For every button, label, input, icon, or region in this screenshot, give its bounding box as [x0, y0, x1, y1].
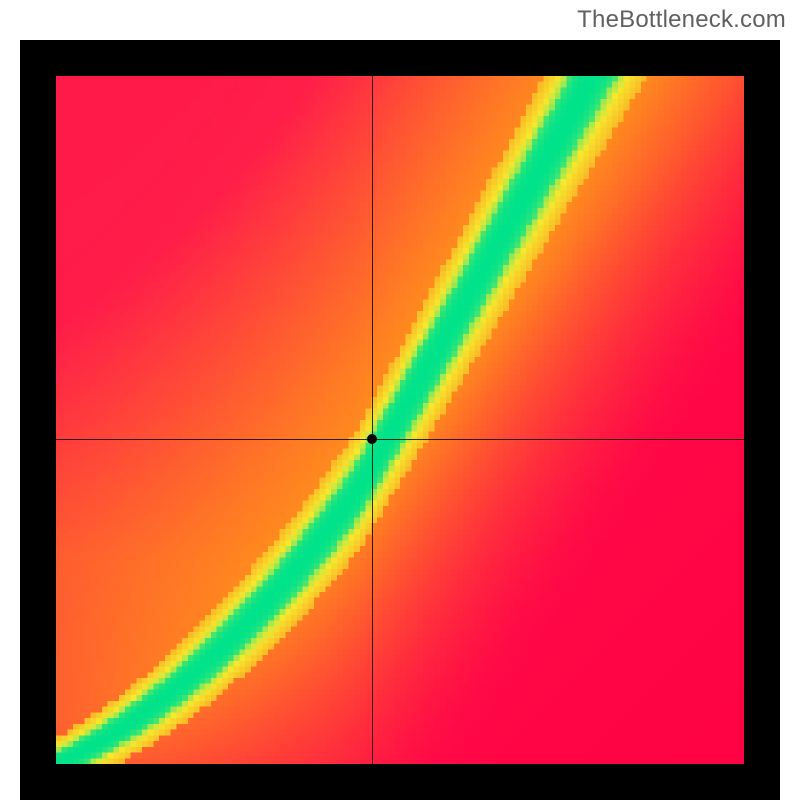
crosshair-vertical — [372, 76, 373, 764]
marker-dot — [367, 434, 377, 444]
plot-area — [56, 76, 744, 764]
chart-outer: TheBottleneck.com — [0, 0, 800, 800]
crosshair-horizontal — [56, 439, 744, 440]
heatmap-canvas — [56, 76, 744, 764]
watermark-text: TheBottleneck.com — [577, 6, 786, 34]
